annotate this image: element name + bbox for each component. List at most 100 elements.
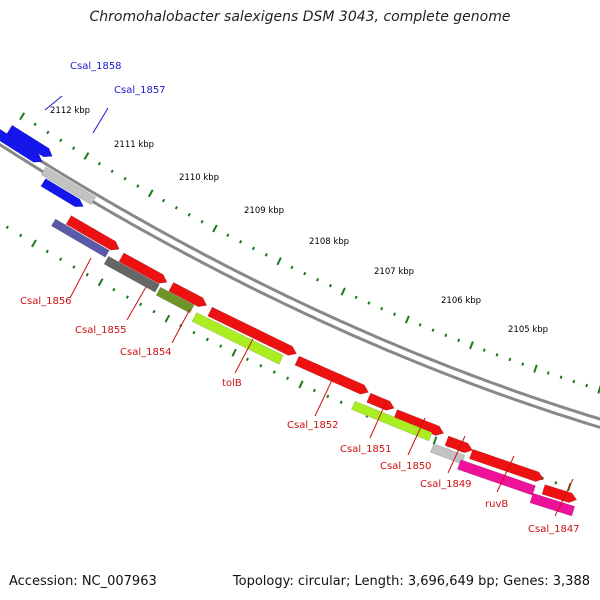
scale-tick (354, 295, 358, 300)
kbp-label: 2112 kbp (50, 106, 90, 116)
scale-tick (58, 257, 63, 262)
gene-label-csal-1854[interactable]: Csal_1854 (120, 347, 172, 358)
scale-tick (71, 146, 76, 151)
label-leader-line (234, 338, 254, 374)
scale-tick (339, 400, 343, 405)
scale-tick (85, 272, 89, 277)
scale-tick (431, 328, 435, 332)
scale-tick (469, 341, 474, 350)
scale-tick (328, 283, 333, 288)
scale-tick (533, 364, 538, 373)
scale-tick (264, 253, 268, 257)
kbp-label: 2109 kbp (244, 206, 284, 216)
gene-feature (51, 218, 110, 258)
gene-label-ruvb[interactable]: ruvB (485, 499, 508, 510)
gene-label-csal-1847[interactable]: Csal_1847 (528, 524, 580, 535)
gene-feature (65, 215, 120, 251)
scale-tick (59, 138, 63, 143)
scale-tick (83, 152, 90, 160)
scale-tick (187, 212, 191, 217)
scale-tick (245, 357, 250, 362)
scale-tick (276, 257, 282, 266)
scale-tick (546, 371, 550, 375)
scale-tick (521, 362, 525, 366)
label-leader-line (69, 257, 92, 299)
scale-tick (457, 338, 461, 343)
scale-tick (97, 161, 101, 166)
label-leader-line (171, 308, 191, 344)
gene-feature (191, 312, 284, 365)
kbp-label: 2110 kbp (179, 173, 219, 183)
scale-tick (231, 348, 237, 357)
backbone-line (0, 133, 600, 421)
gene-feature (366, 392, 395, 411)
gene-feature (155, 286, 195, 314)
accession-text: Accession: NC_007963 (9, 574, 157, 589)
scale-tick (72, 265, 76, 269)
gene-label-tolb[interactable]: tolB (222, 378, 242, 389)
genome-summary-text: Topology: circular; Length: 3,696,649 bp… (232, 574, 590, 589)
gene-feature (207, 306, 297, 356)
gene-feature (444, 435, 473, 453)
kbp-label: 2105 kbp (508, 325, 548, 335)
scale-tick (5, 225, 9, 230)
scale-tick (205, 337, 209, 342)
label-leader-line (496, 455, 515, 493)
scale-tick (136, 184, 140, 188)
label-leader-line (126, 286, 147, 321)
scale-tick (326, 394, 330, 399)
scale-tick (380, 306, 384, 311)
scale-tick (152, 309, 156, 314)
gene-label-csal-1856[interactable]: Csal_1856 (20, 296, 72, 307)
scale-tick (239, 240, 243, 244)
label-leader-line (369, 399, 388, 439)
scale-tick (367, 301, 371, 305)
gene-feature (6, 124, 53, 158)
gene-label-csal-1855[interactable]: Csal_1855 (75, 325, 127, 336)
kbp-label: 2106 kbp (441, 296, 481, 306)
scale-tick (340, 287, 346, 296)
scale-tick (112, 287, 116, 292)
map-title: Chromohalobacter salexigens DSM 3043, co… (89, 9, 511, 25)
scale-tick (147, 189, 154, 198)
scale-tick (161, 198, 166, 203)
gene-label-csal-1858[interactable]: Csal_1858 (70, 61, 122, 72)
scale-tick (482, 348, 486, 352)
scale-tick (585, 383, 589, 388)
scale-tick (554, 481, 558, 485)
scale-tick (251, 246, 256, 251)
label-leader-line (554, 478, 574, 517)
scale-tick (508, 357, 512, 362)
gene-label-csal-1851[interactable]: Csal_1851 (340, 444, 392, 455)
scale-tick (19, 233, 23, 238)
gene-feature (118, 252, 168, 284)
scale-tick (219, 344, 223, 348)
gene-feature (529, 492, 576, 517)
gene-label-csal-1850[interactable]: Csal_1850 (380, 461, 432, 472)
scale-tick (286, 376, 290, 381)
gene-feature (40, 178, 84, 208)
scale-tick (259, 363, 263, 368)
gene-label-csal-1857[interactable]: Csal_1857 (114, 85, 166, 96)
gene-feature (40, 166, 97, 206)
gene-label-csal-1852[interactable]: Csal_1852 (287, 420, 339, 431)
gene-features (0, 124, 578, 517)
scale-tick (123, 176, 127, 181)
scale-tick (125, 295, 129, 299)
label-leader-line (314, 377, 334, 417)
gene-label-csal-1849[interactable]: Csal_1849 (420, 479, 472, 490)
scale-tick (212, 224, 218, 233)
scale-tick (393, 312, 397, 316)
gene-feature (103, 255, 160, 293)
scale-tick (495, 353, 499, 357)
label-leader-line (407, 417, 426, 456)
scale-tick (139, 302, 143, 307)
scale-tick (110, 169, 114, 174)
scale-tick (597, 385, 600, 394)
scale-tick (572, 379, 576, 384)
scale-tick (418, 323, 422, 327)
scale-tick (272, 370, 276, 374)
scale-tick (290, 265, 294, 270)
scale-tick (200, 219, 204, 224)
